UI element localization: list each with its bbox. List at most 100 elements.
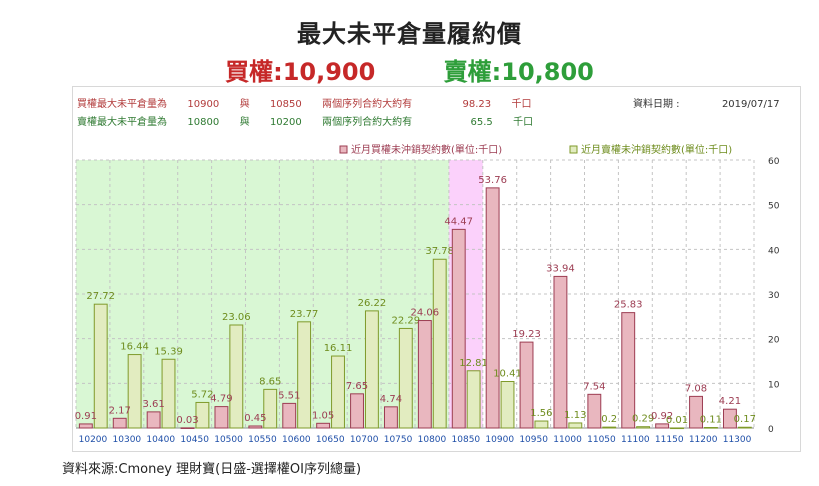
call-value-label: 7.65 xyxy=(346,381,368,392)
call-bar xyxy=(689,395,703,429)
x-tick-label: 10500 xyxy=(214,435,243,445)
put-value-label: 5.72 xyxy=(191,389,213,400)
y-tick-label: 10 xyxy=(768,380,780,390)
call-info-strike2: 10850 xyxy=(269,99,302,110)
bar-chart: 0.9127.72102002.1716.44103003.6115.39104… xyxy=(75,143,780,445)
legend-put-label: 近月賣權未沖銷契約數(單位:千口) xyxy=(581,143,732,156)
put-info-text: 兩個序列合約大約有 xyxy=(322,117,413,128)
call-bar xyxy=(248,425,263,429)
put-value-label: 0.2 xyxy=(601,414,617,425)
put-value-label: 1.56 xyxy=(530,408,552,419)
put-value-label: 1.13 xyxy=(564,410,586,421)
call-value-label: 4.79 xyxy=(210,394,232,405)
call-bar xyxy=(485,187,500,429)
call-info-unit: 千口 xyxy=(511,99,532,110)
y-tick-label: 0 xyxy=(768,425,774,435)
x-tick-label: 10300 xyxy=(113,435,142,445)
x-tick-label: 10900 xyxy=(485,435,514,445)
call-value-label: 19.23 xyxy=(512,329,541,340)
call-bar xyxy=(214,406,229,429)
x-tick-label: 10850 xyxy=(452,435,481,445)
put-bar xyxy=(127,354,142,429)
call-value-label: 0.92 xyxy=(651,411,673,422)
put-value-label: 0.01 xyxy=(666,415,688,426)
put-bar xyxy=(466,370,481,429)
x-tick-label: 10800 xyxy=(418,435,447,445)
legend-call-swatch xyxy=(339,145,348,154)
put-bar xyxy=(432,258,447,429)
call-value-label: 7.54 xyxy=(583,381,605,392)
x-tick-label: 11100 xyxy=(621,435,650,445)
call-bar xyxy=(621,312,636,429)
put-value-label: 16.11 xyxy=(324,343,353,354)
put-info-label: 賣權最大未平倉量為 xyxy=(77,117,167,128)
x-tick-label: 10600 xyxy=(282,435,311,445)
put-bar xyxy=(93,303,108,429)
chart-title: 最大未平倉量履約價 xyxy=(297,20,522,48)
put-bar xyxy=(195,401,210,429)
call-value-label: 24.06 xyxy=(411,308,440,319)
put-info-value: 65.5 xyxy=(470,117,493,128)
x-tick-label: 11150 xyxy=(655,435,684,445)
call-value-label: 0.91 xyxy=(75,411,97,422)
x-tick-label: 10400 xyxy=(146,435,175,445)
data-date-value: 2019/07/17 xyxy=(721,99,780,110)
put-value-label: 0.29 xyxy=(632,414,654,425)
put-value-label: 22.29 xyxy=(391,315,420,326)
x-tick-label: 10200 xyxy=(79,435,108,445)
call-value-label: 25.83 xyxy=(614,300,643,311)
put-bar xyxy=(364,310,379,429)
put-info-strike1: 10800 xyxy=(187,117,220,128)
x-tick-label: 11050 xyxy=(587,435,616,445)
call-bar xyxy=(350,393,364,429)
call-bar xyxy=(282,402,297,429)
put-value-label: 12.81 xyxy=(459,358,488,369)
call-info-value: 98.23 xyxy=(462,99,492,110)
y-tick-label: 50 xyxy=(768,202,780,212)
x-tick-label: 10450 xyxy=(180,435,209,445)
put-value-label: 8.65 xyxy=(259,376,281,387)
put-bar xyxy=(636,426,651,429)
call-value-label: 5.51 xyxy=(278,390,300,401)
put-bar xyxy=(737,426,752,429)
x-tick-label: 11200 xyxy=(689,435,718,445)
call-value-label: 0.45 xyxy=(244,413,266,424)
put-info-strike2: 10200 xyxy=(269,117,302,128)
put-value-label: 10.41 xyxy=(493,369,522,380)
put-bar xyxy=(703,427,718,429)
y-tick-label: 40 xyxy=(768,246,780,256)
put-value-label: 27.72 xyxy=(86,291,115,302)
put-value-label: 16.44 xyxy=(120,342,149,353)
call-info-label: 買權最大未平倉量為 xyxy=(77,99,167,110)
put-bar xyxy=(263,388,278,429)
call-max-strike: 買權:10,900 xyxy=(225,58,376,86)
call-info-conj: 與 xyxy=(239,99,250,110)
put-value-label: 37.78 xyxy=(425,246,454,257)
call-bar xyxy=(316,422,331,429)
put-info-unit: 千口 xyxy=(513,117,534,128)
x-tick-label: 10650 xyxy=(316,435,345,445)
put-bar xyxy=(161,358,176,429)
call-value-label: 0.03 xyxy=(176,415,198,426)
put-bar xyxy=(331,355,345,429)
call-info-text: 兩個序列合約大約有 xyxy=(322,99,413,110)
call-bar xyxy=(112,417,127,429)
call-bar xyxy=(553,275,568,429)
x-tick-label: 11300 xyxy=(723,435,752,445)
x-tick-label: 10700 xyxy=(350,435,379,445)
call-value-label: 7.08 xyxy=(685,383,707,394)
put-max-strike: 賣權:10,800 xyxy=(443,58,594,86)
call-bar xyxy=(519,341,534,429)
call-value-label: 4.21 xyxy=(719,396,741,407)
put-info-row: 賣權最大未平倉量為 10800 與 10200 兩個序列合約大約有 65.5 千… xyxy=(77,113,533,128)
put-value-label: 23.06 xyxy=(222,312,251,323)
y-tick-label: 60 xyxy=(768,157,780,167)
call-bar xyxy=(655,423,670,429)
put-bar xyxy=(602,426,617,429)
call-value-label: 1.05 xyxy=(312,410,334,421)
call-value-label: 44.47 xyxy=(444,216,473,227)
call-bar xyxy=(180,427,195,429)
data-date-row: 資料日期 : 2019/07/17 xyxy=(633,95,780,110)
data-date-label: 資料日期 : xyxy=(633,99,680,110)
put-bar xyxy=(534,420,549,429)
